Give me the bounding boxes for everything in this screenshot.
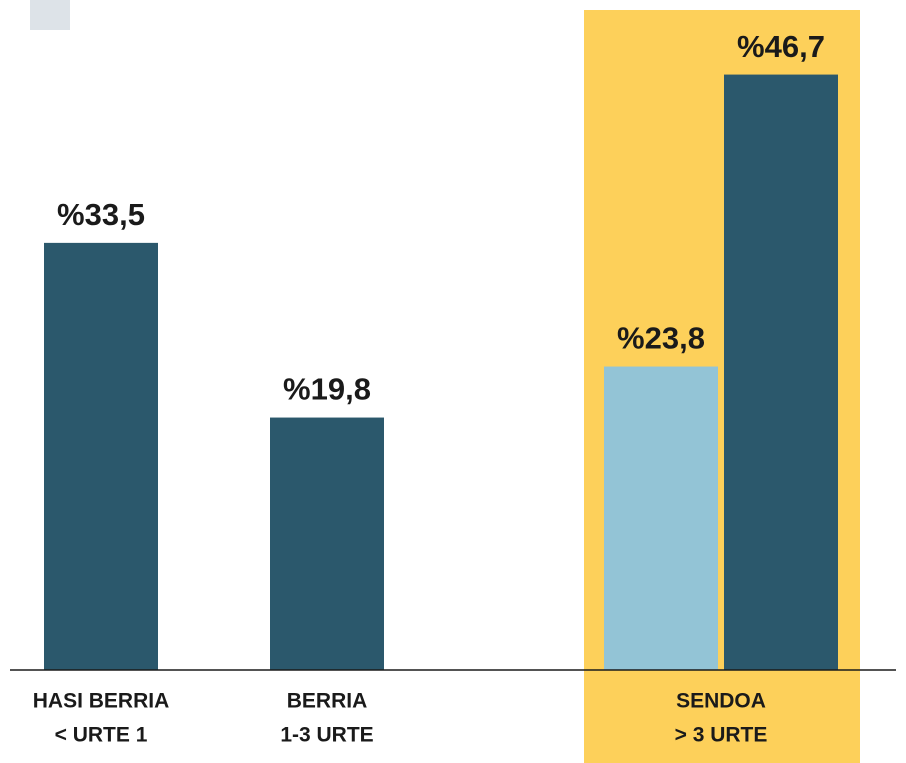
- bar: [724, 74, 838, 670]
- value-label: %23,8: [617, 321, 705, 356]
- bar: [604, 366, 718, 670]
- x-tick-label: > 3 URTE: [675, 724, 768, 747]
- value-label: %46,7: [737, 29, 825, 64]
- x-tick-label: < URTE 1: [55, 724, 148, 747]
- corner-square: [30, 0, 70, 30]
- value-label: %33,5: [57, 197, 145, 232]
- x-tick-label: 1-3 URTE: [280, 724, 373, 747]
- bar: [44, 242, 158, 670]
- bar: [270, 417, 384, 670]
- x-tick-label: BERRIA: [287, 690, 368, 713]
- x-tick-label: SENDOA: [676, 690, 766, 713]
- x-tick-label: HASI BERRIA: [33, 690, 170, 713]
- value-label: %19,8: [283, 372, 371, 407]
